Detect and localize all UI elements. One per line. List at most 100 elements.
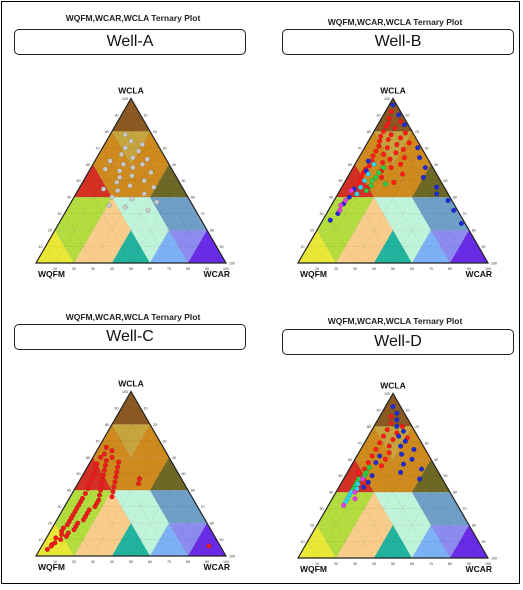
data-point	[122, 145, 128, 151]
tick-label: 50	[391, 562, 395, 566]
ternary-zone	[55, 523, 93, 556]
tick-label: 50	[182, 179, 186, 183]
data-point	[399, 171, 406, 177]
apex-label-wqfm: WQFM	[300, 269, 327, 279]
tick-label: 60	[453, 491, 457, 495]
grid-line	[449, 229, 470, 264]
data-point	[122, 132, 128, 138]
grid-line	[206, 539, 217, 557]
tick-label: 20	[415, 425, 419, 429]
data-point	[384, 427, 390, 433]
tick-label: 80	[210, 229, 214, 233]
data-point	[101, 467, 107, 473]
tick-label: 10	[406, 408, 410, 412]
ternary-zone	[412, 525, 450, 558]
data-point	[129, 173, 135, 179]
data-point	[380, 165, 387, 171]
ternary-zone	[298, 230, 336, 263]
grid-line	[168, 213, 198, 264]
tick-label: 90	[115, 406, 119, 410]
data-point	[370, 153, 376, 159]
data-point	[373, 446, 379, 452]
ternary-zone	[55, 230, 93, 263]
ternary-zone	[412, 197, 450, 231]
data-point	[418, 466, 425, 472]
panel-well-a: WQFM,WCAR,WCLA Ternary Plot Well-A 10 10 1…	[8, 9, 258, 294]
apex-label-wcar: WCAR	[466, 269, 492, 279]
data-point	[376, 143, 382, 149]
tick-label: 80	[105, 423, 109, 427]
data-series	[356, 109, 412, 190]
tick-label: 100	[229, 555, 235, 559]
tick-label: 10	[315, 267, 319, 271]
data-point	[396, 112, 402, 118]
data-point	[384, 145, 390, 151]
ternary-zone	[150, 523, 188, 556]
data-point	[373, 148, 379, 154]
data-point	[98, 454, 104, 460]
ternary-zone	[393, 131, 431, 165]
tick-label: 10	[301, 540, 305, 544]
data-point	[402, 438, 408, 444]
data-point	[400, 461, 407, 467]
ternary-zone	[412, 164, 450, 198]
data-point	[385, 137, 391, 143]
data-point	[369, 453, 375, 459]
data-point	[116, 459, 122, 465]
tick-label: 10	[406, 113, 410, 117]
ternary-plot-well-a: 10 10 10 20 20 20 30 30 30 40 40 40 50 50 50 60 60 60 70 70…	[34, 85, 235, 279]
tick-label: 60	[191, 489, 195, 493]
data-point	[377, 138, 383, 144]
data-point	[394, 423, 400, 429]
ternary-zone	[150, 197, 188, 231]
ternary-zone	[55, 490, 93, 524]
tick-label: 70	[429, 267, 433, 271]
grid-line	[449, 524, 470, 559]
tick-label: 80	[186, 267, 190, 271]
ternary-zone	[93, 164, 131, 198]
data-point	[400, 428, 407, 434]
ternary-plot-well-d: 10 10 10 20 20 20 30 30 30 40 40 40 50 50 50 60 60 60 70 70…	[296, 380, 497, 574]
apex-label-wcar: WCAR	[466, 564, 492, 574]
data-point	[89, 476, 95, 482]
data-series	[337, 188, 354, 213]
data-point	[359, 173, 365, 179]
grid-line	[430, 213, 460, 264]
apex-label-wqfm: WQFM	[300, 564, 327, 574]
data-point	[106, 202, 112, 208]
data-point	[434, 191, 440, 197]
tick-label: 10	[39, 245, 43, 249]
data-point	[379, 463, 385, 469]
ternary-zone	[169, 197, 207, 231]
data-point	[388, 109, 394, 115]
tick-label: 50	[182, 472, 186, 476]
data-point	[391, 179, 397, 185]
data-point	[145, 207, 151, 213]
grid-line	[187, 522, 208, 557]
data-point	[136, 148, 142, 154]
ternary-zone	[298, 525, 336, 558]
ternary-outline	[34, 97, 228, 264]
data-point	[118, 151, 125, 157]
tick-label: 10	[144, 406, 148, 410]
tick-label: 30	[320, 212, 324, 216]
data-point	[386, 443, 392, 449]
tick-label: 90	[377, 408, 381, 412]
data-series	[44, 444, 212, 552]
grid-line	[130, 473, 179, 557]
well-label-box: Well-C	[14, 324, 246, 350]
tick-label: 30	[91, 267, 95, 271]
data-point	[422, 165, 428, 171]
grid-line	[345, 180, 394, 264]
data-point	[127, 183, 133, 189]
data-point	[53, 535, 59, 541]
data-point	[376, 169, 382, 176]
data-point	[420, 174, 426, 180]
data-point	[392, 125, 398, 131]
tick-label: 70	[463, 212, 467, 216]
apex-label-wcar: WCAR	[204, 562, 230, 572]
data-point	[58, 536, 64, 543]
panel-well-c: WQFM,WCAR,WCLA Ternary Plot Well-C 10 10 1…	[8, 304, 258, 589]
tick-label: 50	[77, 179, 81, 183]
grid-line	[149, 490, 189, 557]
